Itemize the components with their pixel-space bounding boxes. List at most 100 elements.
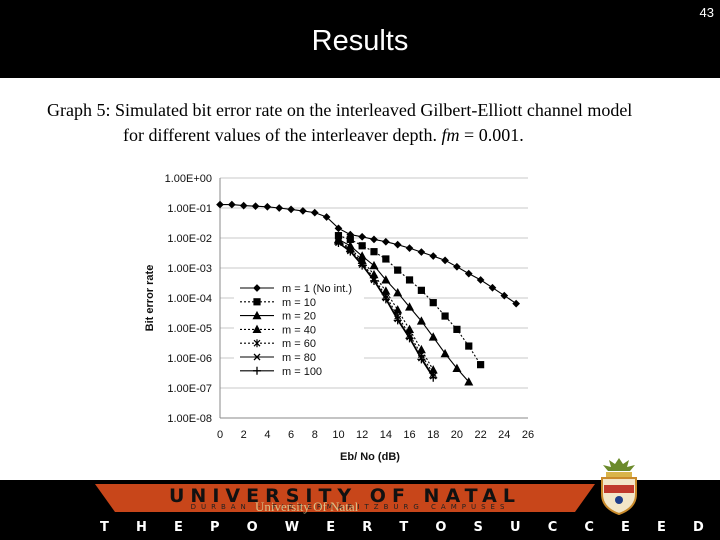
data-point xyxy=(358,242,366,250)
y-tick-label: 1.00E-03 xyxy=(167,263,212,275)
x-tick-label: 2 xyxy=(241,429,247,441)
data-point xyxy=(251,202,260,211)
motto-letter: S xyxy=(473,520,483,535)
x-tick-label: 6 xyxy=(288,429,294,441)
university-watermark: University Of Natal xyxy=(255,499,359,514)
data-point xyxy=(358,261,367,270)
data-point xyxy=(253,353,261,361)
legend-label: m = 100 xyxy=(282,366,322,378)
ber-chart: 1.00E+00 1.00E-01 1.00E-02 1.00E-03 1.00E-04… xyxy=(144,173,534,463)
data-point xyxy=(464,377,474,386)
x-tick-label: 16 xyxy=(403,429,415,441)
series-0 xyxy=(216,200,521,308)
university-campuses: DURBAN · PIETERMARITZBURG CAMPUSES xyxy=(190,503,510,511)
data-point xyxy=(275,204,284,212)
caption-line-2-text: for different values of the interleaver … xyxy=(123,125,442,145)
data-point xyxy=(429,373,438,382)
data-point xyxy=(334,224,343,233)
data-point xyxy=(393,287,403,297)
x-tick-label: 12 xyxy=(356,429,368,441)
motto-letter: T xyxy=(399,520,409,535)
x-tick-label: 4 xyxy=(264,429,270,441)
data-point xyxy=(452,363,462,373)
university-name: UNIVERSITY OF NATAL xyxy=(169,485,521,507)
motto-letter: E xyxy=(173,520,183,535)
x-tick-label: 26 xyxy=(522,429,534,441)
data-point xyxy=(239,201,248,210)
caption-line-2-value: = 0.001. xyxy=(459,125,524,145)
y-tick-label: 1.00E-04 xyxy=(167,293,212,305)
x-tick-label: 0 xyxy=(217,429,223,441)
data-point xyxy=(394,266,402,274)
data-point xyxy=(381,295,390,304)
legend-label: m = 40 xyxy=(282,324,316,336)
y-tick-label: 1.00E-07 xyxy=(167,383,212,395)
x-tick-label: 10 xyxy=(332,429,344,441)
motto-letter: E xyxy=(326,520,336,535)
data-point xyxy=(370,248,378,256)
data-point xyxy=(405,302,415,311)
data-point xyxy=(310,208,319,217)
legend-label: m = 80 xyxy=(282,352,316,364)
x-tick-label: 20 xyxy=(451,429,463,441)
title-bar: 43 Results xyxy=(0,0,720,78)
data-point xyxy=(253,366,261,375)
legend: m = 1 (No int.) m = 10 m = 20m = 40 m = 60 m… xyxy=(234,280,364,383)
legend-label: m = 1 (No int.) xyxy=(282,283,352,295)
motto-letter: H xyxy=(135,520,147,535)
graph-caption: Graph 5: Simulated bit error rate on the… xyxy=(47,98,707,148)
x-tick-label: 14 xyxy=(380,429,392,441)
caption-fm-symbol: fm xyxy=(441,125,460,145)
data-point xyxy=(417,248,426,256)
data-point xyxy=(253,339,261,348)
data-point xyxy=(393,305,403,314)
data-point xyxy=(488,283,497,292)
university-crest-icon xyxy=(601,458,637,516)
motto-letter: T xyxy=(100,520,109,535)
data-point xyxy=(334,239,343,248)
data-point xyxy=(358,232,367,241)
motto-letter: C xyxy=(584,520,594,535)
x-tick-label: 22 xyxy=(474,429,486,441)
data-point xyxy=(287,205,295,214)
data-point xyxy=(476,276,485,284)
motto-letter: U xyxy=(510,520,521,535)
data-point xyxy=(417,355,426,364)
data-point xyxy=(263,202,272,211)
data-point xyxy=(322,213,331,221)
y-tick-label: 1.00E-01 xyxy=(167,203,212,215)
data-point xyxy=(369,260,379,270)
caption-line-2: for different values of the interleaver … xyxy=(47,123,707,148)
data-point xyxy=(500,291,509,300)
data-point xyxy=(393,316,402,325)
series-6 xyxy=(334,239,438,382)
data-point xyxy=(227,200,236,209)
y-tick-label: 1.00E-02 xyxy=(167,233,212,245)
data-point xyxy=(512,299,521,308)
legend-label: m = 10 xyxy=(282,297,316,309)
motto-letter: P xyxy=(209,520,220,535)
data-point xyxy=(405,334,414,343)
motto-letter: E xyxy=(657,520,666,535)
motto-letter: R xyxy=(362,520,373,535)
data-point xyxy=(381,237,390,246)
data-point xyxy=(465,342,473,350)
motto-letter: O xyxy=(435,520,447,535)
data-point xyxy=(453,262,461,271)
data-point xyxy=(252,324,262,333)
y-axis-title: Bit error rate xyxy=(144,265,156,332)
series-1 xyxy=(334,232,485,369)
motto-letter: C xyxy=(547,520,558,535)
caption-line-1: Graph 5: Simulated bit error rate on the… xyxy=(47,100,633,120)
data-point xyxy=(381,275,391,284)
x-tick-label: 18 xyxy=(427,429,439,441)
motto-letter: E xyxy=(621,520,630,535)
data-point xyxy=(429,252,438,260)
data-point xyxy=(477,361,485,369)
motto-letter: W xyxy=(284,520,300,535)
data-point xyxy=(370,276,378,285)
data-point xyxy=(393,240,402,249)
data-point xyxy=(405,244,414,252)
motto-letter: D xyxy=(693,520,704,535)
data-point xyxy=(429,299,437,307)
